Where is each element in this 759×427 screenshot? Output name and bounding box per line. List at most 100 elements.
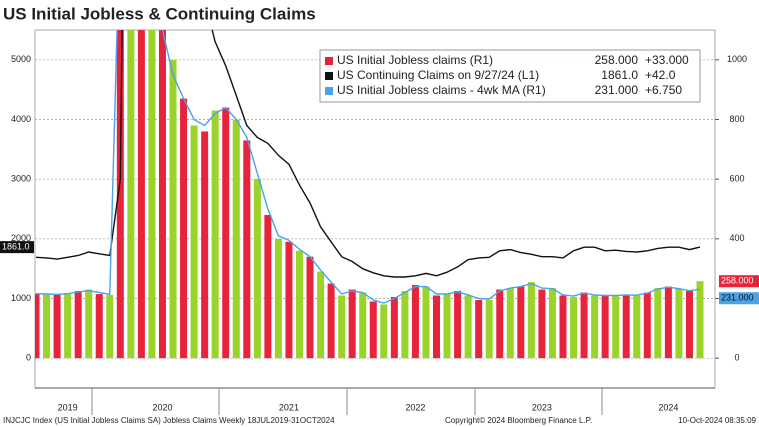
bar — [401, 291, 409, 359]
bar — [222, 107, 230, 359]
legend-label: US Continuing Claims on 9/27/24 (L1) — [337, 68, 539, 82]
axis-tag-box — [719, 275, 759, 288]
bar — [517, 286, 525, 359]
legend-swatch — [325, 57, 333, 65]
bar — [64, 293, 72, 359]
bar — [201, 131, 209, 359]
y2-tick-label: 400 — [729, 233, 744, 243]
legend-change: +33.000 — [645, 53, 689, 67]
year-dividers — [91, 388, 603, 415]
chart-title: US Initial Jobless & Continuing Claims — [3, 4, 316, 23]
bar — [285, 241, 293, 359]
bar — [43, 294, 51, 359]
bar — [180, 98, 188, 359]
bar — [53, 294, 61, 359]
bar — [485, 299, 493, 359]
bar — [35, 294, 40, 359]
bar — [137, 30, 145, 359]
footer-right: 10-Oct-2024 08:35:09 — [678, 416, 756, 425]
bar — [190, 125, 198, 359]
bar — [369, 301, 377, 359]
legend-label: US Initial Jobless claims (R1) — [337, 53, 493, 67]
bar — [591, 295, 599, 359]
y-tick-label: 4000 — [11, 114, 31, 124]
legend-change: +42.0 — [645, 68, 676, 82]
y-tick-label: 0 — [26, 353, 31, 363]
legend-value: 1861.0 — [601, 68, 638, 82]
bar — [158, 30, 166, 359]
bar — [317, 271, 325, 359]
x-tick-label: 2019 — [58, 402, 78, 412]
bar — [148, 30, 156, 359]
footer-center: Copyright© 2024 Bloomberg Finance L.P. — [445, 416, 592, 425]
bar — [127, 30, 135, 359]
bar — [211, 110, 219, 359]
bar — [306, 256, 314, 359]
y2-tick-label: 1000 — [727, 54, 747, 64]
bar — [506, 288, 514, 359]
bar — [548, 288, 556, 359]
bar — [633, 295, 641, 359]
bar — [359, 292, 367, 359]
legend-change: +6.750 — [645, 83, 682, 97]
footer-left: INJCJC Index (US Initial Jobless Claims … — [3, 416, 335, 425]
axis-tag-box — [719, 292, 759, 305]
bar — [106, 294, 114, 359]
bar — [411, 285, 419, 359]
bar — [654, 288, 662, 359]
bar — [74, 291, 82, 359]
bar — [253, 179, 261, 359]
bar — [338, 295, 346, 359]
bar — [475, 299, 483, 359]
x-tick-label: 2024 — [658, 402, 678, 412]
bar — [570, 297, 578, 359]
bar — [274, 238, 282, 359]
bar — [696, 281, 704, 359]
axis-tag-box — [0, 241, 34, 254]
bar — [664, 286, 672, 359]
bar — [390, 297, 398, 359]
bar — [380, 304, 388, 359]
bar — [443, 294, 451, 359]
axis-tag: 1861.0 — [2, 242, 30, 252]
y-tick-label: 3000 — [11, 174, 31, 184]
bar — [538, 289, 546, 359]
bar — [264, 214, 272, 359]
bar — [675, 288, 683, 359]
bar — [612, 295, 620, 359]
line — [35, 30, 701, 278]
bar — [116, 30, 124, 359]
axis-tag: 258.000 — [721, 276, 754, 286]
plot-area — [35, 30, 704, 359]
bar — [169, 59, 177, 359]
y2-tick-label: 600 — [729, 174, 744, 184]
legend-label: US Initial Jobless claims - 4wk MA (R1) — [337, 83, 546, 97]
line — [35, 30, 701, 304]
bar — [422, 286, 430, 359]
bar — [685, 291, 693, 359]
bar — [454, 291, 462, 359]
bar — [643, 292, 651, 359]
bar — [433, 295, 441, 359]
y-tick-label: 1000 — [11, 293, 31, 303]
legend-value: 258.000 — [595, 53, 639, 67]
legend-value: 231.000 — [595, 83, 639, 97]
x-tick-label: 2020 — [152, 402, 172, 412]
bar — [580, 292, 588, 359]
y-tick-label: 5000 — [11, 54, 31, 64]
bar — [496, 289, 504, 359]
bar — [232, 119, 240, 359]
legend-swatch — [325, 72, 333, 80]
x-tick-label: 2023 — [532, 402, 552, 412]
bar — [601, 295, 609, 359]
x-tick-label: 2022 — [405, 402, 425, 412]
bar — [559, 295, 567, 359]
bar — [95, 294, 103, 359]
x-tick-label: 2021 — [279, 402, 299, 412]
y2-tick-label: 0 — [734, 353, 739, 363]
bar — [243, 140, 251, 359]
axis-tag: 231.000 — [721, 293, 754, 303]
bar — [348, 289, 356, 359]
bar — [527, 282, 535, 359]
